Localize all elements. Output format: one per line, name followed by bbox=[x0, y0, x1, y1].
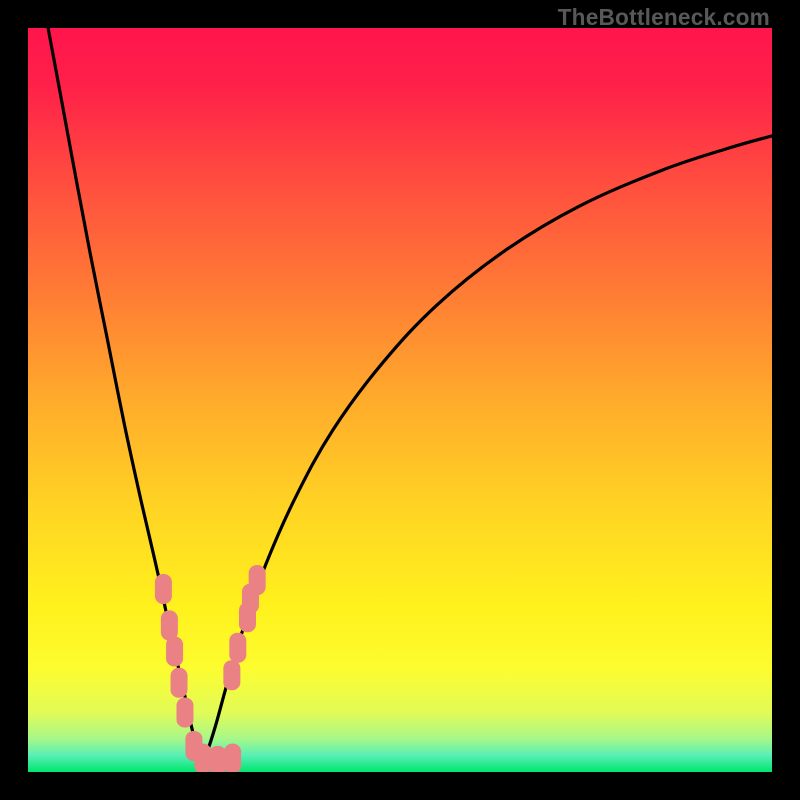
marker-capsule bbox=[223, 660, 240, 690]
bottleneck-curve bbox=[48, 28, 772, 765]
chart-root: TheBottleneck.com bbox=[0, 0, 800, 800]
plot-area bbox=[28, 28, 772, 772]
marker-capsule bbox=[166, 636, 183, 666]
marker-capsule bbox=[224, 744, 241, 772]
marker-capsule bbox=[155, 574, 172, 604]
marker-capsule bbox=[229, 633, 246, 663]
marker-capsule bbox=[209, 746, 226, 772]
marker-capsule bbox=[249, 565, 266, 595]
marker-capsule bbox=[171, 668, 188, 698]
marker-capsule bbox=[194, 744, 211, 772]
curve-layer bbox=[28, 28, 772, 772]
watermark-text: TheBottleneck.com bbox=[558, 4, 770, 31]
marker-capsule bbox=[161, 610, 178, 640]
marker-capsule bbox=[176, 697, 193, 727]
